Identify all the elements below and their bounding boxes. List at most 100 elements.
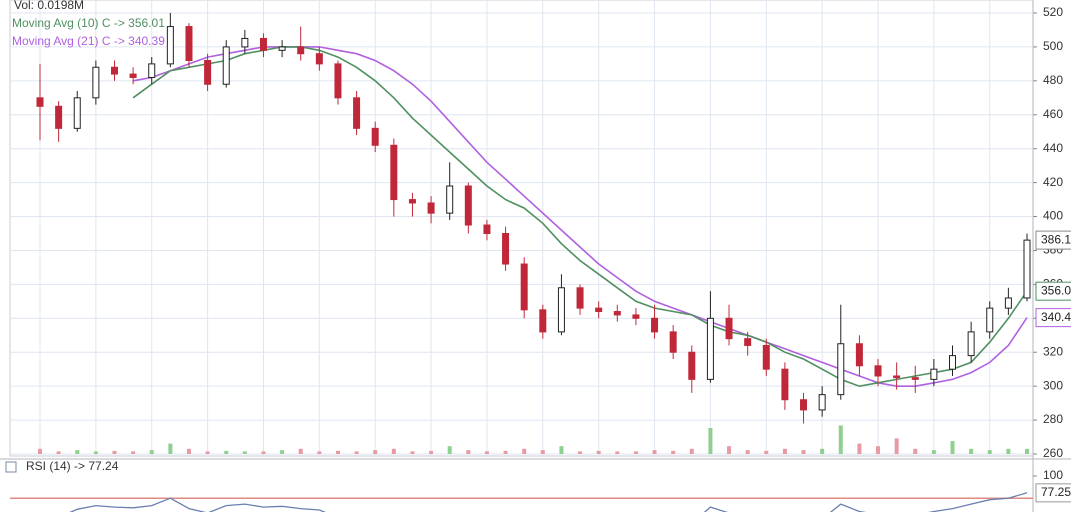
candle-body [166, 26, 174, 65]
volume-bar [168, 443, 173, 454]
price-tag [1035, 281, 1071, 301]
price-tag [1035, 230, 1071, 250]
candle-body [92, 66, 100, 99]
y-tick-label: 260 [1043, 446, 1063, 460]
rsi-icon [5, 461, 17, 473]
volume-bar [782, 448, 787, 454]
volume-bar [56, 451, 61, 454]
volume-bar [987, 450, 992, 454]
volume-bar [1006, 448, 1011, 454]
rsi-line [69, 492, 1028, 512]
candle-body [986, 307, 994, 333]
volume-bar [298, 448, 303, 454]
volume-bar [708, 428, 713, 454]
volume-bar [540, 450, 545, 454]
candle-body [520, 263, 528, 311]
candle-body [36, 97, 44, 107]
candle-body [446, 185, 454, 214]
candle-body [427, 202, 435, 214]
candle-body [669, 331, 677, 353]
candle-body [110, 66, 118, 75]
candle-body [1004, 297, 1012, 309]
volume-bar [503, 450, 508, 454]
volume-bar [559, 446, 564, 454]
volume-bar [354, 451, 359, 454]
volume-bar [727, 446, 732, 454]
y-tick-label: 460 [1043, 107, 1063, 121]
volume-bar [764, 450, 769, 454]
candle-body [576, 287, 584, 309]
candle-body [483, 224, 491, 234]
candle-body [315, 53, 323, 65]
volume-bar [391, 448, 396, 454]
candle-body [241, 37, 249, 48]
y-tick-label: 100 [1043, 468, 1063, 482]
candle-body [73, 97, 81, 129]
candle-body [390, 144, 398, 201]
price-tag-label: 340.4 [1041, 310, 1071, 324]
volume-bar [950, 441, 955, 454]
volume-bar [131, 451, 136, 454]
volume-bar [522, 448, 527, 454]
y-tick-label: 400 [1043, 209, 1063, 223]
volume-bar [633, 451, 638, 454]
candle-body [800, 399, 808, 411]
price-tag [1035, 308, 1071, 328]
volume-bar [317, 451, 322, 454]
y-tick-label: 420 [1043, 175, 1063, 189]
volume-bar [447, 446, 452, 454]
candle-body [911, 377, 919, 380]
candle-body [464, 185, 472, 226]
legend-entry: Moving Avg (21) C -> 340.39 [12, 34, 165, 48]
y-tick-label: 520 [1043, 5, 1063, 19]
candle-body [967, 331, 975, 357]
volume-bar [261, 451, 266, 454]
candle-body [855, 343, 863, 367]
candle-body [837, 343, 845, 396]
volume-bar [820, 448, 825, 454]
rsi-tag [1035, 483, 1071, 503]
candle-body [725, 317, 733, 340]
volume-bar [429, 450, 434, 454]
price-tag-label: 386.1 [1041, 232, 1071, 246]
volume-bar [466, 450, 471, 454]
candle-body [613, 311, 621, 316]
volume-bar [969, 448, 974, 454]
volume-bar [652, 450, 657, 454]
y-tick-label: 480 [1043, 73, 1063, 87]
candle-body [353, 97, 361, 129]
candle-body [55, 105, 63, 129]
candle-body [185, 26, 193, 61]
volume-bar [596, 450, 601, 454]
volume-bar [335, 450, 340, 454]
price-panel [9, 0, 1034, 457]
rsi-title: RSI (14) -> 77.24 [26, 459, 119, 473]
volume-bar [112, 450, 117, 454]
volume-bar [186, 448, 191, 454]
y-tick-label: 440 [1043, 141, 1063, 155]
legend-entry: Moving Avg (10) C -> 356.01 [12, 16, 165, 30]
volume-bar [484, 451, 489, 454]
volume-bar [671, 450, 676, 454]
candle-body [744, 338, 752, 346]
volume-bar [857, 443, 862, 454]
volume-bar [745, 450, 750, 454]
candle-body [818, 394, 826, 411]
volume-bar [801, 450, 806, 454]
candle-body [297, 46, 305, 55]
candle-body [706, 317, 714, 380]
y-tick-label: 500 [1043, 39, 1063, 53]
volume-bar [280, 450, 285, 454]
candle-body [1023, 239, 1031, 299]
candle-body [874, 365, 882, 377]
candle-body [502, 233, 510, 265]
volume-bar [373, 450, 378, 454]
candle-body [334, 63, 342, 99]
candle-body [930, 368, 938, 380]
candle-body [762, 344, 770, 370]
volume-label: Vol: 0.0198M [14, 0, 84, 12]
volume-bar [689, 448, 694, 454]
volume-bar [1025, 448, 1029, 454]
